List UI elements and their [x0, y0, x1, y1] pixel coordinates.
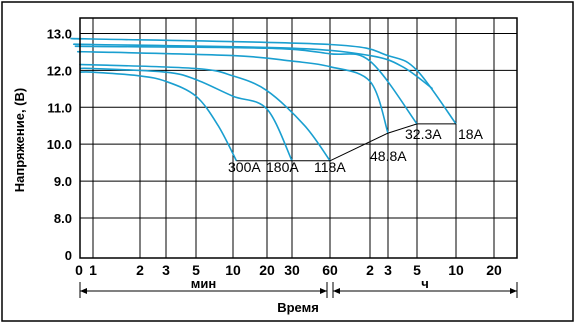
series-annotations: 300A 180A 118A 48.8A 32.3A 18A — [228, 126, 484, 175]
series-annotation: 118A — [314, 159, 346, 175]
series-line — [70, 37, 457, 125]
x-tick-label: 20 — [486, 262, 502, 278]
x-tick-label: 3 — [162, 262, 170, 278]
x-tick-label: 10 — [448, 262, 464, 278]
series-line — [73, 43, 434, 90]
group-arrow-left — [80, 288, 87, 294]
series-annotation: 32.3A — [405, 126, 442, 142]
series-line — [79, 67, 293, 162]
group-arrow-right — [510, 288, 517, 294]
cutoff-line — [387, 123, 418, 134]
x-group-brackets: мин ч — [79, 276, 518, 298]
y-axis-label: Напряжение, (В) — [12, 88, 27, 192]
grid — [80, 18, 517, 258]
x-tick-label: 3 — [384, 262, 392, 278]
group-arrow-right — [320, 288, 327, 294]
x-tick-label: 0 — [75, 262, 83, 278]
end-markers — [236, 123, 456, 162]
series-annotation: 48.8A — [370, 148, 407, 164]
x-tick-label: 5 — [413, 262, 421, 278]
x-tick-label: 1 — [89, 262, 97, 278]
series-annotation: 180A — [266, 159, 299, 175]
x-tick-label: 30 — [284, 262, 300, 278]
x-group-label: ч — [421, 276, 429, 291]
y-tick-label: 13.0 — [47, 26, 72, 41]
y-tick-label: 0 — [65, 248, 72, 263]
x-tick-label: 5 — [192, 262, 200, 278]
series-annotation: 300A — [228, 159, 261, 175]
group-arrow-left — [333, 288, 340, 294]
x-group-label: мин — [191, 276, 216, 291]
series-line — [79, 63, 331, 162]
series-line — [76, 50, 389, 134]
series-line — [79, 71, 238, 162]
cutoff-line — [329, 132, 389, 162]
x-tick-label: 2 — [366, 262, 374, 278]
y-tick-label: 11.0 — [47, 100, 72, 115]
series-line — [74, 45, 418, 125]
y-tick-label: 9.0 — [54, 174, 72, 189]
plot-area-border — [79, 17, 518, 259]
x-axis-label: Время — [277, 300, 319, 315]
y-tick-label: 10.0 — [47, 137, 72, 152]
y-tick-label: 8.0 — [54, 211, 72, 226]
y-tick-label: 12.0 — [47, 63, 72, 78]
series-annotation: 18A — [458, 126, 484, 142]
x-tick-label: 20 — [259, 262, 275, 278]
x-tick-label: 10 — [225, 262, 241, 278]
y-tick-labels: 0 8.0 9.0 10.0 11.0 12.0 13.0 — [47, 26, 72, 263]
x-tick-labels: 0 1 2 3 5 10 20 30 60 2 3 5 10 20 — [75, 262, 502, 278]
x-tick-label: 2 — [136, 262, 144, 278]
series-group — [70, 37, 457, 162]
x-tick-label: 60 — [322, 262, 338, 278]
